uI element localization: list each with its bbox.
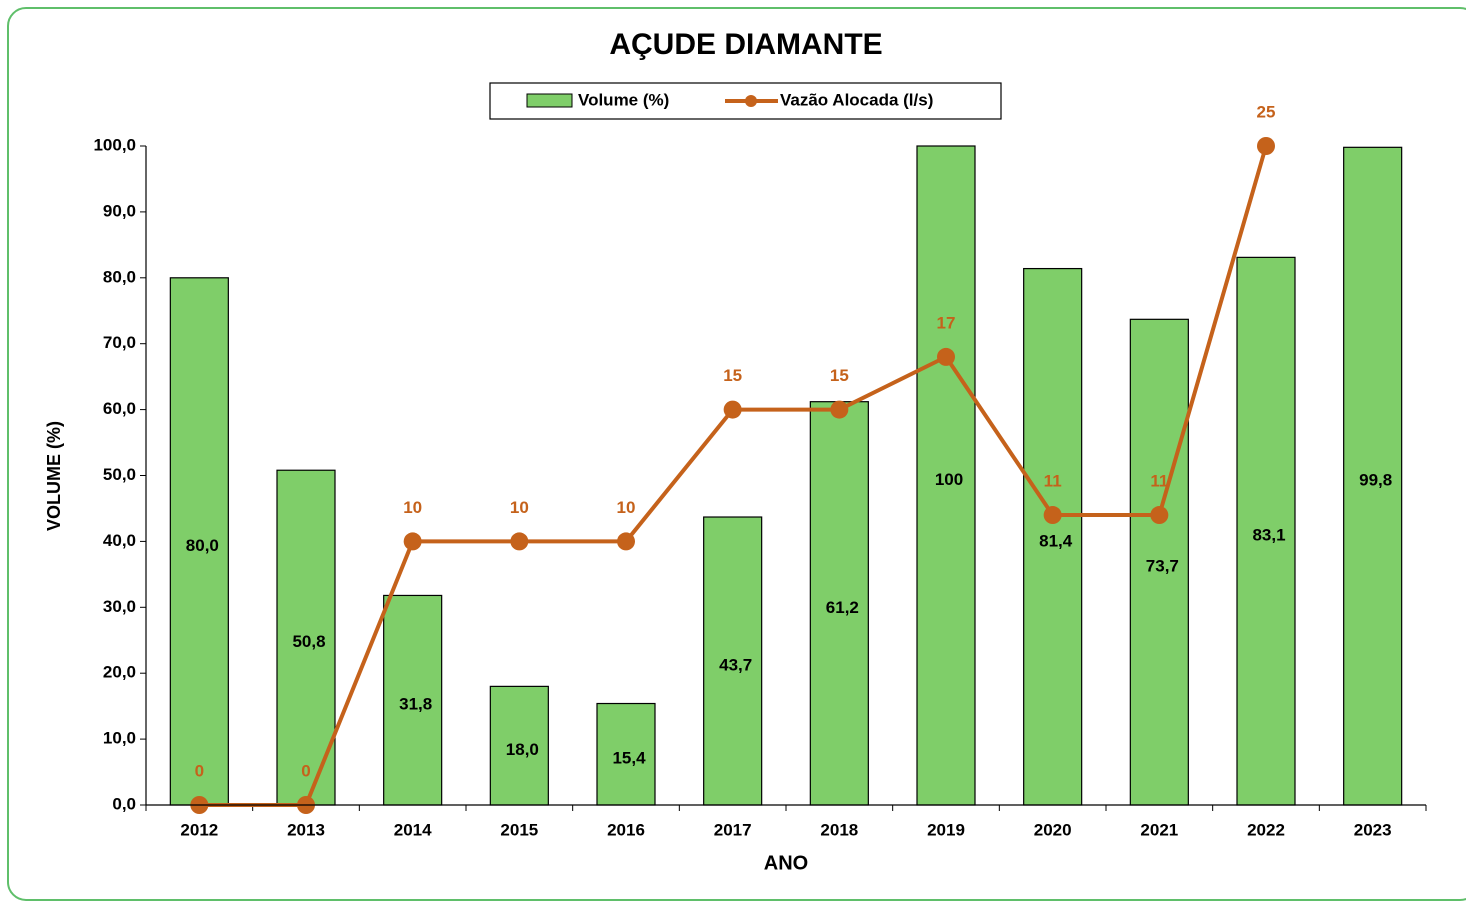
y-tick-label: 90,0 (103, 201, 136, 220)
x-tick-label: 2019 (927, 820, 965, 839)
bar-value-label: 61,2 (826, 598, 859, 617)
line-value-label: 25 (1257, 102, 1276, 121)
line-marker (937, 347, 955, 366)
line-value-label: 11 (1150, 472, 1168, 491)
line-marker (1043, 506, 1062, 525)
x-tick-label: 2014 (394, 820, 432, 839)
bar-value-label: 80,0 (186, 536, 219, 555)
line-marker (1257, 137, 1275, 155)
line-value-label: 10 (510, 498, 529, 517)
x-tick-label: 2017 (714, 820, 752, 839)
bar (276, 469, 336, 806)
bar-value-label: 43,7 (719, 655, 752, 674)
x-tick-label: 2022 (1247, 820, 1285, 839)
bar (383, 594, 443, 806)
x-tick-label: 2015 (500, 820, 538, 839)
y-axis-label: VOLUME (%) (44, 421, 64, 531)
line-value-label: 10 (617, 498, 636, 517)
bar-value-label: 18,0 (506, 740, 539, 759)
x-tick-label: 2016 (607, 820, 645, 839)
bar (809, 401, 869, 806)
y-tick-label: 60,0 (103, 399, 136, 418)
legend-swatch (745, 95, 757, 107)
y-tick-label: 50,0 (103, 465, 136, 484)
line-marker (510, 532, 529, 551)
bar-value-label: 83,1 (1252, 526, 1285, 545)
x-axis-label: ANO (764, 852, 808, 874)
x-tick-label: 2013 (287, 820, 325, 839)
y-tick-label: 80,0 (103, 267, 136, 286)
line-value-label: 15 (830, 366, 849, 385)
y-tick-label: 100,0 (93, 135, 136, 154)
x-tick-label: 2023 (1354, 820, 1392, 839)
y-tick-label: 0,0 (112, 794, 136, 813)
y-tick-label: 40,0 (103, 531, 136, 550)
bar-value-label: 31,8 (399, 695, 432, 714)
bar (1023, 267, 1083, 806)
bar (1343, 146, 1403, 806)
bar (169, 277, 229, 806)
x-tick-label: 2020 (1034, 820, 1072, 839)
legend-label: Volume (%) (578, 90, 669, 109)
line-marker (617, 532, 635, 551)
bar-value-label: 50,8 (292, 632, 325, 651)
bar-value-label: 100 (935, 470, 963, 489)
line-value-label: 11 (1044, 472, 1062, 491)
line-value-label: 15 (723, 366, 742, 385)
x-tick-label: 2018 (820, 820, 858, 839)
legend-swatch (526, 93, 573, 108)
line-marker (1150, 506, 1169, 525)
bar (916, 145, 976, 806)
frame (7, 7, 1466, 901)
line-marker (723, 400, 742, 419)
line-marker (403, 532, 422, 551)
line-value-label: 0 (195, 761, 204, 780)
line-value-label: 17 (937, 313, 956, 332)
line-value-label: 10 (403, 498, 422, 517)
bar-value-label: 15,4 (612, 749, 646, 768)
x-tick-label: 2021 (1140, 820, 1178, 839)
line-marker (830, 400, 849, 419)
y-tick-label: 30,0 (103, 597, 136, 616)
legend-label: Vazão Alocada (l/s) (780, 90, 933, 109)
y-tick-label: 70,0 (103, 333, 136, 352)
bar-value-label: 81,4 (1039, 531, 1073, 550)
bar-value-label: 73,7 (1146, 557, 1179, 576)
bar (596, 702, 656, 806)
bar (489, 685, 549, 806)
bar (703, 516, 763, 806)
line-value-label: 0 (301, 761, 310, 780)
bar (1129, 318, 1189, 806)
y-tick-label: 20,0 (103, 663, 136, 682)
bar-value-label: 99,8 (1359, 471, 1392, 490)
x-tick-label: 2012 (180, 820, 218, 839)
chart-title: AÇUDE DIAMANTE (609, 28, 882, 61)
bar (1236, 256, 1296, 806)
y-tick-label: 10,0 (103, 729, 136, 748)
